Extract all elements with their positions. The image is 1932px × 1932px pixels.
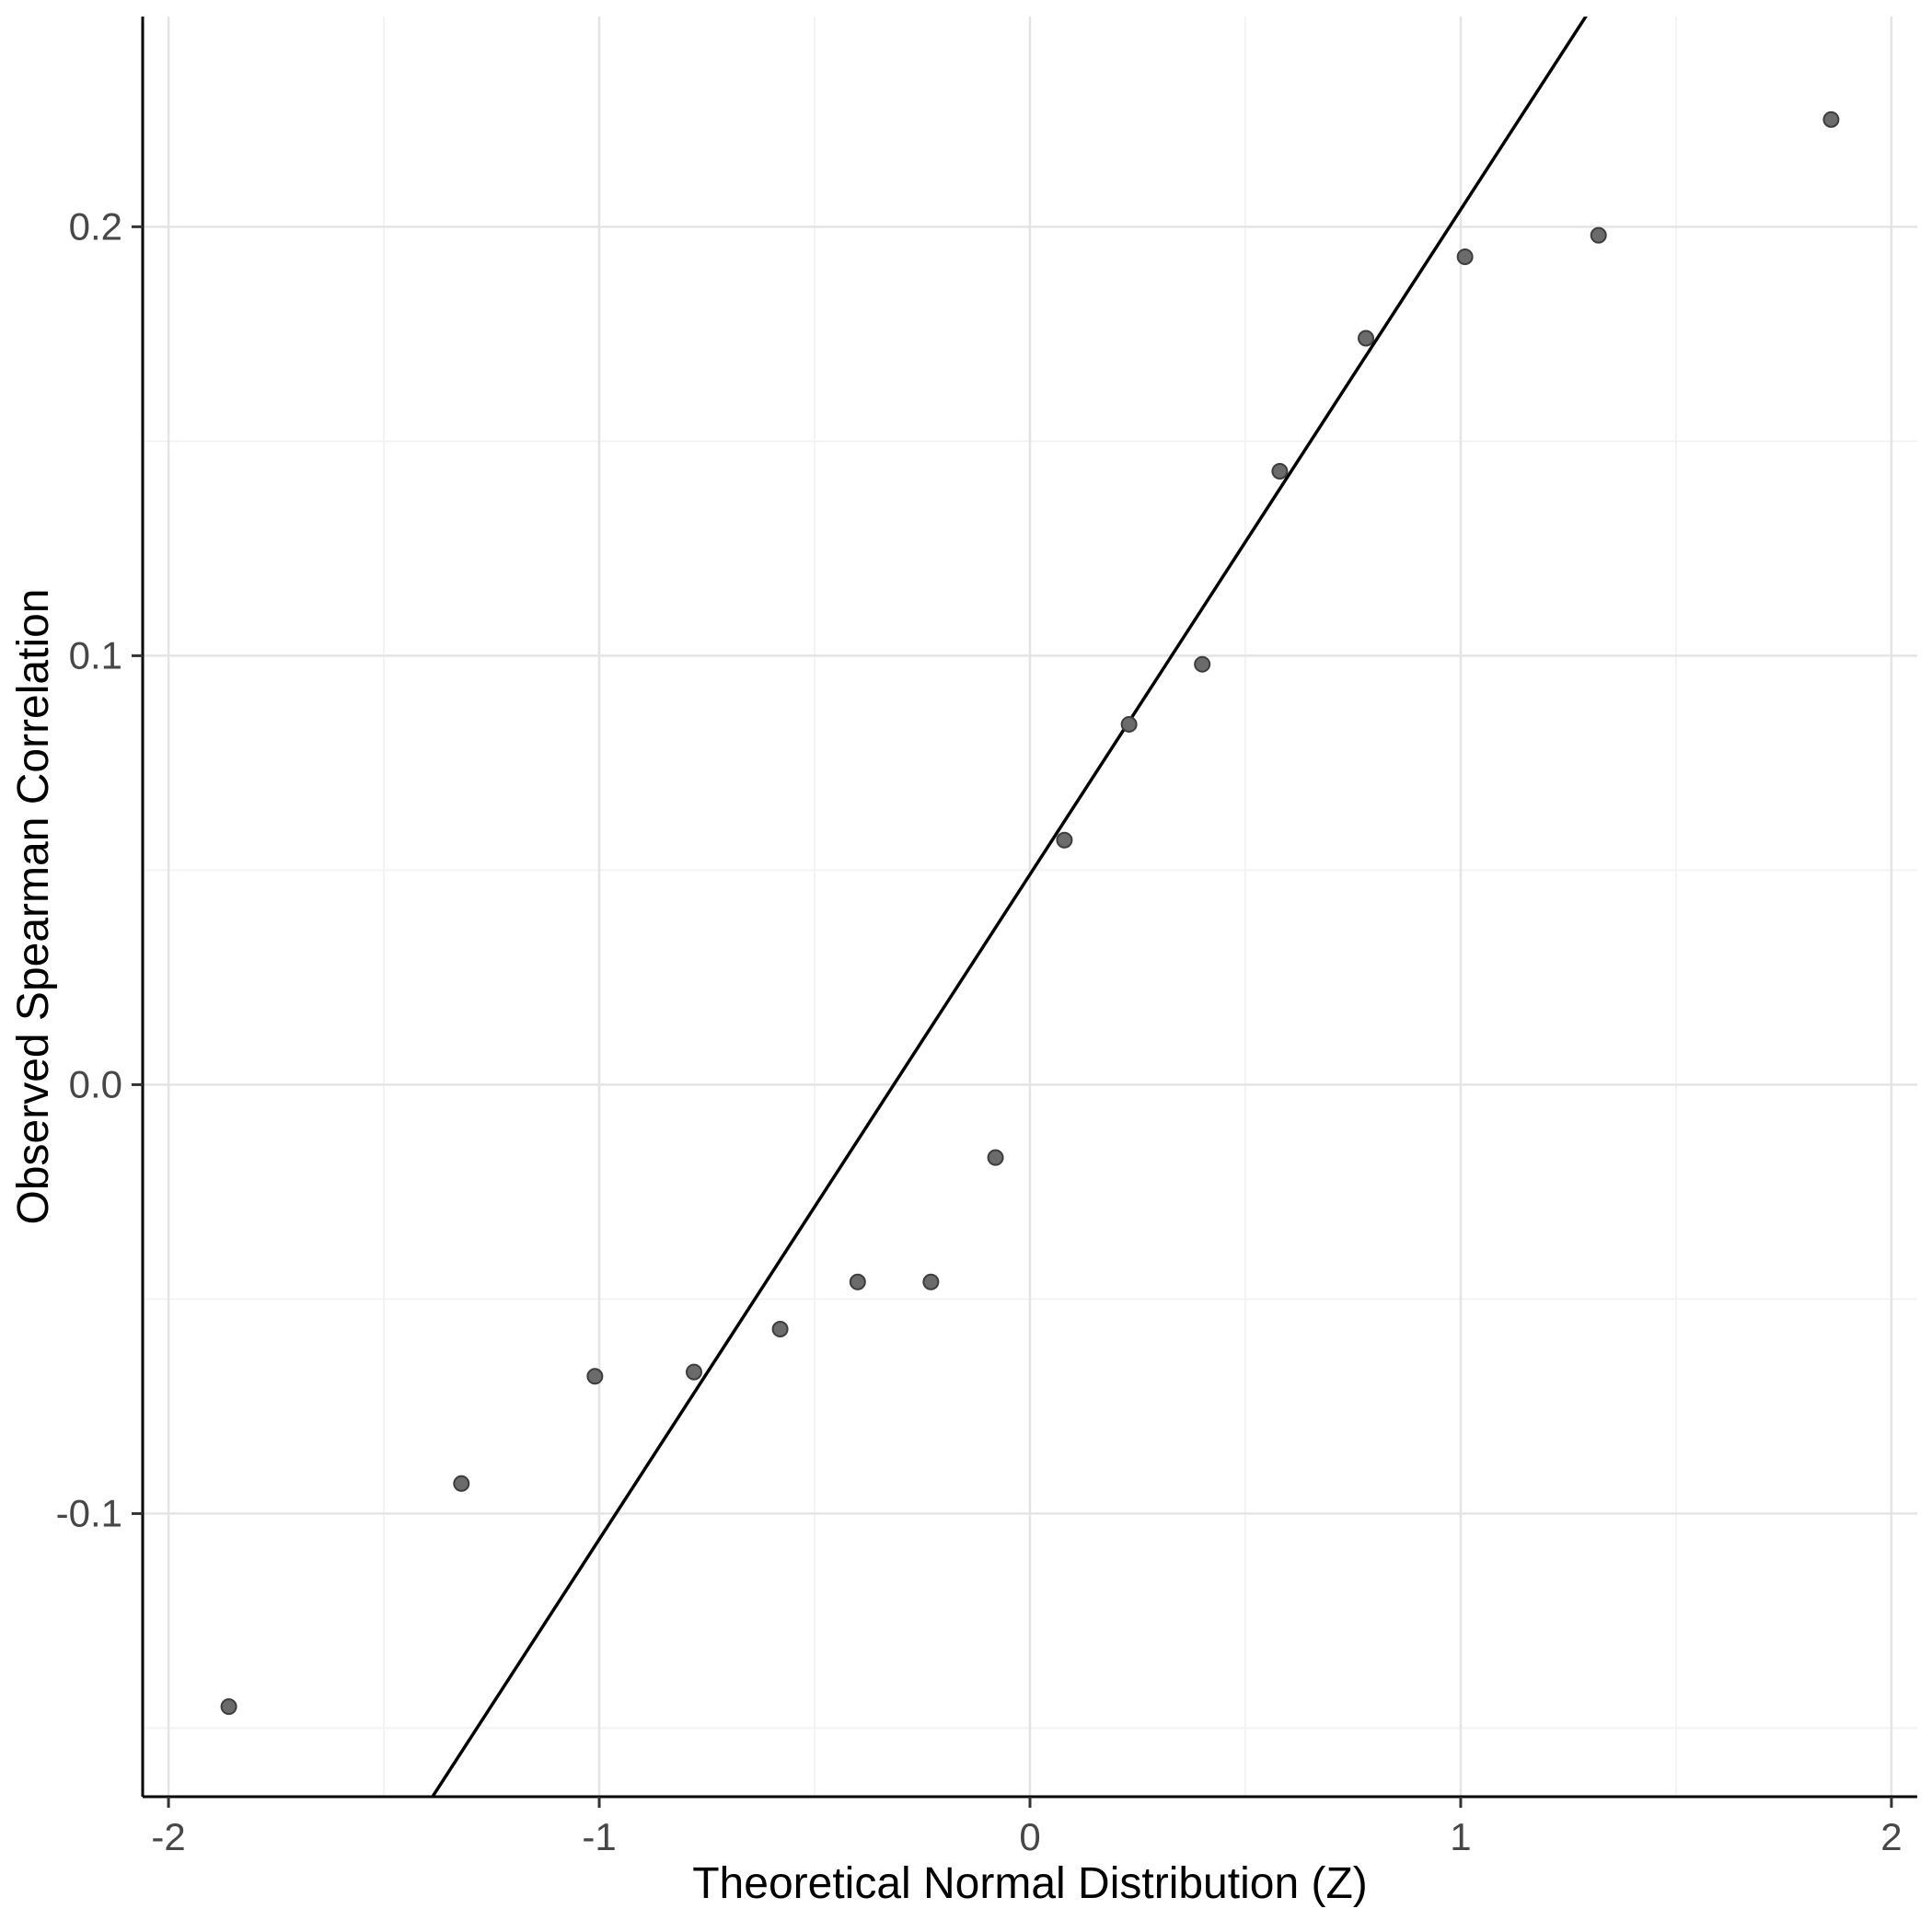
data-point <box>1456 248 1474 265</box>
data-point <box>922 1273 940 1290</box>
y-tick-label: 0.2 <box>69 204 122 248</box>
data-point <box>1056 831 1073 849</box>
y-axis-title: Observed Spearman Correlation <box>9 588 58 1224</box>
data-point <box>849 1273 866 1290</box>
y-tick-label: 0.1 <box>69 633 122 677</box>
data-point <box>987 1149 1004 1166</box>
data-point <box>220 1698 237 1716</box>
data-point <box>1120 715 1138 733</box>
reference-line-layer <box>430 17 1588 1797</box>
data-point <box>685 1363 702 1381</box>
axes-layer: -2 -1 0 1 2 -0.1 0.0 0.1 0.2 <box>56 17 1917 1858</box>
x-axis-title: Theoretical Normal Distribution (Z) <box>692 1859 1368 1908</box>
qq-reference-line <box>430 17 1588 1797</box>
x-tick-label: 2 <box>1880 1815 1902 1858</box>
data-point <box>1271 462 1289 480</box>
x-tick-label: -2 <box>151 1815 185 1858</box>
x-tick-label: 0 <box>1019 1815 1040 1858</box>
data-point <box>1822 110 1840 128</box>
y-tick-label: -0.1 <box>56 1491 122 1534</box>
x-tick-label: -1 <box>582 1815 616 1858</box>
data-point <box>771 1321 789 1338</box>
data-points-layer <box>220 110 1840 1716</box>
data-point <box>1358 330 1375 347</box>
data-point <box>453 1475 470 1492</box>
data-point <box>586 1368 604 1385</box>
data-point <box>1590 226 1607 244</box>
gridlines-layer <box>143 17 1917 1797</box>
data-point <box>1194 655 1211 673</box>
y-tick-label: 0.0 <box>69 1062 122 1105</box>
x-tick-label: 1 <box>1450 1815 1471 1858</box>
